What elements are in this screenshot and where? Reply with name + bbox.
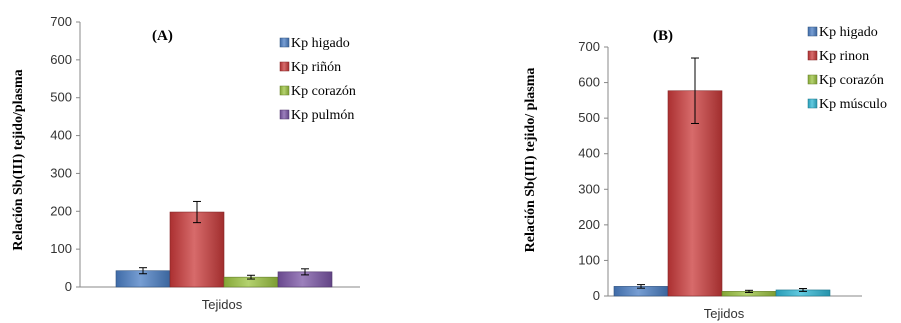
y-tick-label: 100: [50, 241, 72, 256]
legend: Kp higado Kp riñón Kp corazón Kp pulmón: [279, 36, 356, 123]
legend-label-2: Kp riñón: [291, 60, 341, 75]
y-tick-label: 0: [593, 288, 600, 303]
y-ticks: 0 100 200 300 400 500 600 700: [50, 14, 80, 294]
y-tick-label: 500: [578, 110, 600, 125]
legend: Kp higado Kp rinon Kp corazón Kp músculo: [807, 25, 887, 112]
legend-label-1: Kp higado: [291, 36, 350, 51]
y-tick-label: 400: [50, 128, 72, 143]
y-axis-label: Relación Sb(III) tejido/plasma: [11, 69, 26, 250]
y-tick-label: 600: [50, 52, 72, 67]
y-tick-label: 400: [578, 146, 600, 161]
y-tick-label: 200: [578, 217, 600, 232]
y-tick-label: 300: [578, 181, 600, 196]
y-tick-label: 300: [50, 165, 72, 180]
legend-swatch-4: [279, 109, 290, 120]
legend-swatch-3: [279, 85, 290, 96]
legend-label-2: Kp rinon: [819, 49, 869, 64]
y-tick-label: 500: [50, 90, 72, 105]
chart-b: Relación Sb(III) tejido/ plasma (B) 0 100…: [523, 25, 887, 321]
y-tick-label: 100: [578, 252, 600, 267]
legend-swatch-2: [279, 61, 290, 72]
legend-swatch-3: [807, 74, 818, 85]
y-tick-label: 200: [50, 203, 72, 218]
legend-swatch-2: [807, 50, 818, 61]
legend-label-4: Kp pulmón: [291, 108, 354, 123]
bar-2: [169, 211, 225, 288]
legend-label-4: Kp músculo: [819, 97, 887, 112]
x-axis-label: Tejidos: [704, 306, 745, 321]
y-ticks: 0 100 200 300 400 500 600 700: [578, 39, 608, 303]
y-tick-label: 600: [578, 75, 600, 90]
legend-label-3: Kp corazón: [291, 84, 356, 99]
legend-label-3: Kp corazón: [819, 73, 884, 88]
y-tick-label: 0: [65, 279, 72, 294]
y-tick-label: 700: [50, 14, 72, 29]
panel-label: (A): [152, 28, 173, 44]
chart-a: Relación Sb(III) tejido/plasma (A) 0 100 2…: [11, 14, 360, 312]
legend-swatch-1: [807, 26, 818, 37]
bars: [613, 57, 831, 297]
x-axis-label: Tejidos: [202, 297, 243, 312]
legend-swatch-1: [279, 37, 290, 48]
bar-2: [667, 90, 723, 297]
legend-label-1: Kp higado: [819, 25, 878, 40]
legend-swatch-4: [807, 98, 818, 109]
y-axis-label: Relación Sb(III) tejido/ plasma: [523, 68, 538, 253]
panel-label: (B): [653, 28, 673, 44]
y-tick-label: 700: [578, 39, 600, 54]
bars: [115, 200, 333, 288]
